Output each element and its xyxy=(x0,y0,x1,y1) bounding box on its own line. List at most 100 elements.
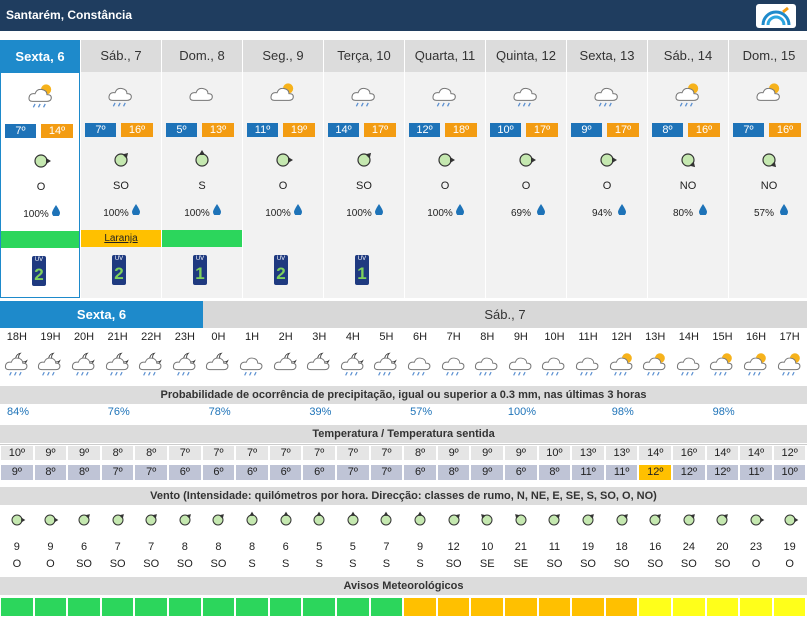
wind-arrow-icon xyxy=(773,510,807,532)
temp-max: 13º xyxy=(202,123,234,137)
uv-value: 2 xyxy=(34,265,44,284)
alert-cell[interactable] xyxy=(437,598,470,616)
hourly-day-second[interactable]: Sáb., 7 xyxy=(203,301,807,328)
sun-rain-icon xyxy=(605,350,639,380)
alert-cell[interactable] xyxy=(471,598,504,616)
day-name[interactable]: Dom., 15 xyxy=(729,40,807,72)
hourly-day-first[interactable]: Sexta, 6 xyxy=(0,301,203,328)
day-name[interactable]: Sáb., 7 xyxy=(81,40,161,72)
hour-feels-like: 11º xyxy=(572,465,604,480)
alert-cell[interactable] xyxy=(101,598,134,616)
temp-min: 9º xyxy=(571,123,602,137)
day-card[interactable]: Quinta, 12 10º 17º O 69% xyxy=(486,40,566,298)
alert-cell[interactable] xyxy=(337,598,369,616)
day-card[interactable]: Sexta, 13 9º 17º O 94% xyxy=(567,40,647,298)
cloud-sun-icon xyxy=(751,80,787,108)
alert-cell[interactable] xyxy=(605,598,638,616)
wind-arrow-icon xyxy=(672,510,706,532)
ipma-logo-icon[interactable] xyxy=(755,3,797,29)
hour-feels-like: 9º xyxy=(471,465,504,480)
day-card[interactable]: Terça, 10 14º 17º SO 100% UV 1 xyxy=(324,40,404,298)
alert-cell[interactable] xyxy=(404,598,436,616)
hour-label: 23H xyxy=(174,331,195,343)
alert-cell[interactable] xyxy=(269,598,302,616)
wind-direction: O xyxy=(602,180,612,192)
day-name[interactable]: Dom., 8 xyxy=(162,40,242,72)
hour-label: 12H xyxy=(611,331,632,343)
hour-label: 0H xyxy=(211,331,226,343)
temp-min: 7º xyxy=(85,123,116,137)
hour-label: 7H xyxy=(446,331,461,343)
night-rain-icon xyxy=(336,350,370,380)
alert-cell[interactable] xyxy=(706,598,739,616)
header-bar: Santarém, Constância xyxy=(0,0,807,31)
wind-arrow-icon xyxy=(101,510,135,532)
alert-cell[interactable] xyxy=(773,598,806,616)
day-card[interactable]: Quarta, 11 12º 18º O 100% xyxy=(405,40,485,298)
precip-prob: 94% xyxy=(591,208,612,219)
day-card[interactable]: Sáb., 14 8º 16º NO 80% xyxy=(648,40,728,298)
alert-cell[interactable] xyxy=(169,598,201,616)
wind-arrow-icon xyxy=(67,510,101,532)
wind-arrow-icon xyxy=(109,148,133,172)
alert-cell[interactable] xyxy=(740,598,772,616)
day-card[interactable]: Dom., 15 7º 16º NO 57% xyxy=(729,40,807,298)
wind-direction: SO xyxy=(445,558,462,570)
precip-prob: 100% xyxy=(184,208,210,219)
alert-cell[interactable] xyxy=(68,598,100,616)
day-name[interactable]: Terça, 10 xyxy=(324,40,404,72)
day-card[interactable]: Seg., 9 11º 19º O 100% UV 2 xyxy=(243,40,323,298)
alert-cell[interactable] xyxy=(639,598,672,616)
alert-cell[interactable] xyxy=(572,598,604,616)
wind-arrow-icon xyxy=(190,148,214,172)
wind-speed: 24 xyxy=(682,541,695,553)
day-card[interactable]: Dom., 8 5º 13º S 100% UV 1 xyxy=(162,40,242,298)
warning-level[interactable]: Laranja xyxy=(81,230,161,247)
wind-arrow-icon xyxy=(29,149,53,173)
alert-cell[interactable] xyxy=(303,598,336,616)
day-name[interactable]: Quinta, 12 xyxy=(486,40,566,72)
day-name[interactable]: Seg., 9 xyxy=(243,40,323,72)
alert-cell[interactable] xyxy=(135,598,168,616)
hour-label: 5H xyxy=(379,331,394,343)
hour-feels-like: 8º xyxy=(68,465,100,480)
temp-min: 5º xyxy=(166,123,197,137)
wind-direction: SO xyxy=(113,180,129,192)
day-card[interactable]: Sáb., 7 7º 16º SO 100% Laranja UV 2 xyxy=(81,40,161,298)
wind-speed: 8 xyxy=(248,541,256,553)
day-name[interactable]: Sáb., 14 xyxy=(648,40,728,72)
hour-feels-like: 9º xyxy=(1,465,33,480)
wind-direction: S xyxy=(315,558,323,570)
hour-temp: 7º xyxy=(236,446,268,460)
day-name[interactable]: Sexta, 13 xyxy=(567,40,647,72)
temp-min: 12º xyxy=(409,123,440,137)
hour-feels-like: 8º xyxy=(437,465,470,480)
alerts-section-title: Avisos Meteorológicos xyxy=(0,577,807,595)
day-name[interactable]: Quarta, 11 xyxy=(405,40,485,72)
alert-cell[interactable] xyxy=(538,598,571,616)
alert-cell[interactable] xyxy=(505,598,537,616)
sun-rain-icon xyxy=(739,350,773,380)
hour-temp: 8º xyxy=(404,446,436,460)
hour-temp: 16º xyxy=(673,446,705,460)
day-name[interactable]: Sexta, 6 xyxy=(1,41,79,73)
alert-cell[interactable] xyxy=(236,598,268,616)
precip-prob-value: 76% xyxy=(107,406,130,418)
day-card[interactable]: Sexta, 6 7º 14º O 100% UV 2 xyxy=(0,40,80,298)
wind-direction: SO xyxy=(76,558,92,570)
warning-level[interactable] xyxy=(162,230,242,247)
night-rain-icon xyxy=(101,350,135,380)
alert-cell[interactable] xyxy=(1,598,33,616)
wind-speed: 9 xyxy=(13,541,20,553)
alert-cell[interactable] xyxy=(673,598,705,616)
cloud-icon xyxy=(184,80,220,108)
cloud-rain-icon xyxy=(504,350,538,380)
hour-feels-like: 8º xyxy=(538,465,571,480)
cloud-rain-icon xyxy=(437,350,471,380)
warning-level[interactable] xyxy=(1,231,79,248)
alert-cell[interactable] xyxy=(370,598,403,616)
alert-cell[interactable] xyxy=(34,598,67,616)
uv-index-icon: UV 1 xyxy=(193,255,207,285)
alert-cell[interactable] xyxy=(202,598,235,616)
hour-feels-like: 7º xyxy=(337,465,369,480)
